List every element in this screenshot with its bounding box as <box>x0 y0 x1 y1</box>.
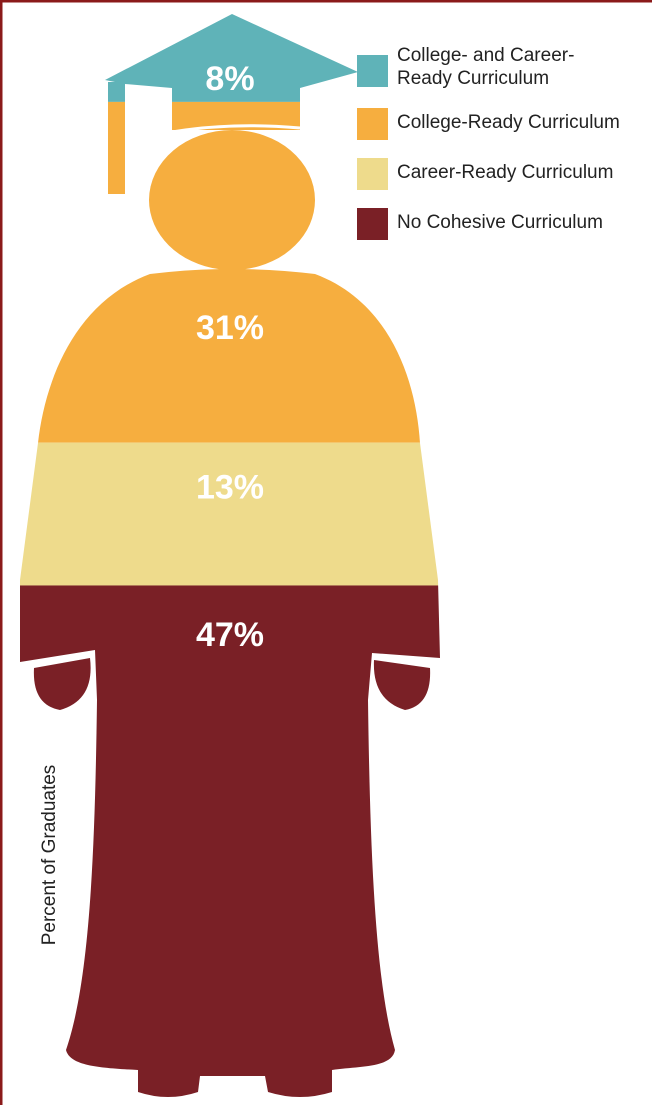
band <box>20 442 440 586</box>
value-label: 13% <box>196 469 264 507</box>
value-label: 31% <box>196 309 264 347</box>
divider <box>171 124 301 134</box>
value-label: 8% <box>205 60 254 98</box>
legend-label: No Cohesive Curriculum <box>397 212 603 233</box>
band <box>20 585 440 1097</box>
legend-label: Career-Ready Curriculum <box>397 162 614 183</box>
value-label: 47% <box>196 616 264 654</box>
legend-swatch <box>357 158 388 190</box>
band <box>20 101 440 443</box>
legend-label: College-Ready Curriculum <box>397 112 620 133</box>
legend-swatch <box>357 208 388 240</box>
axis-label: Percent of Graduates <box>39 765 60 946</box>
legend-label: College- and Career- Ready Curriculum <box>397 45 575 89</box>
legend-swatch <box>357 108 388 140</box>
legend-swatch <box>357 55 388 87</box>
